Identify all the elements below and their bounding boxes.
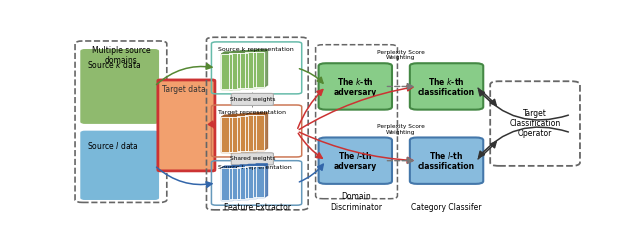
Polygon shape xyxy=(253,164,268,166)
Bar xyxy=(237,53,248,88)
FancyBboxPatch shape xyxy=(410,137,483,184)
Polygon shape xyxy=(237,165,252,167)
Bar xyxy=(245,115,256,151)
Text: The $k$-th
classification: The $k$-th classification xyxy=(418,76,475,97)
Text: Shared weights: Shared weights xyxy=(230,97,275,102)
Bar xyxy=(245,115,256,151)
Bar xyxy=(245,167,256,198)
Text: Target data: Target data xyxy=(162,85,205,94)
Text: Feature Extractor: Feature Extractor xyxy=(224,203,291,212)
Polygon shape xyxy=(245,114,260,115)
Polygon shape xyxy=(240,114,244,152)
FancyBboxPatch shape xyxy=(319,137,392,184)
Bar xyxy=(245,52,256,87)
Polygon shape xyxy=(240,51,244,89)
Bar xyxy=(229,116,240,152)
Polygon shape xyxy=(256,114,260,151)
Polygon shape xyxy=(221,166,236,168)
Polygon shape xyxy=(229,51,244,54)
Polygon shape xyxy=(248,51,252,88)
Text: The $k$-th
adversary: The $k$-th adversary xyxy=(333,76,377,97)
Bar xyxy=(253,52,264,87)
Bar xyxy=(253,115,264,150)
Bar xyxy=(221,117,232,152)
Text: Target representation: Target representation xyxy=(218,110,286,115)
Text: Source $l$ data: Source $l$ data xyxy=(88,140,140,151)
Bar xyxy=(221,168,232,200)
Polygon shape xyxy=(229,166,244,167)
Bar xyxy=(221,54,232,89)
Polygon shape xyxy=(256,50,260,87)
Polygon shape xyxy=(221,115,236,117)
FancyBboxPatch shape xyxy=(319,63,392,110)
FancyBboxPatch shape xyxy=(81,131,158,199)
Text: Category Classifer: Category Classifer xyxy=(412,203,482,212)
Polygon shape xyxy=(232,115,236,152)
Bar xyxy=(229,167,240,199)
Bar xyxy=(253,166,264,197)
Polygon shape xyxy=(253,113,268,115)
Bar xyxy=(237,53,248,88)
Bar xyxy=(237,116,248,151)
Bar xyxy=(229,54,240,89)
Polygon shape xyxy=(248,114,252,151)
Text: Shared weights: Shared weights xyxy=(230,156,275,161)
Bar xyxy=(229,116,240,152)
Text: The $l$-th
adversary: The $l$-th adversary xyxy=(333,150,377,171)
FancyBboxPatch shape xyxy=(231,153,273,165)
FancyBboxPatch shape xyxy=(410,63,483,110)
Bar xyxy=(221,168,232,200)
Bar xyxy=(229,54,240,89)
Polygon shape xyxy=(264,164,268,197)
Text: Domain
Discriminator: Domain Discriminator xyxy=(330,192,383,212)
Bar xyxy=(245,167,256,198)
Bar xyxy=(229,167,240,199)
Polygon shape xyxy=(264,113,268,150)
Polygon shape xyxy=(229,114,244,116)
Polygon shape xyxy=(264,50,268,87)
Bar xyxy=(253,166,264,197)
Bar xyxy=(221,54,232,89)
FancyBboxPatch shape xyxy=(231,94,273,106)
Bar xyxy=(253,52,264,87)
Bar xyxy=(253,115,264,150)
Text: Source l representation: Source l representation xyxy=(218,165,292,170)
Polygon shape xyxy=(237,114,252,116)
Bar xyxy=(237,167,248,199)
Polygon shape xyxy=(253,50,268,52)
Text: Source k representation: Source k representation xyxy=(218,47,294,52)
Text: Source $k$ data: Source $k$ data xyxy=(88,59,141,70)
Polygon shape xyxy=(232,166,236,200)
Polygon shape xyxy=(248,165,252,199)
Polygon shape xyxy=(232,52,236,89)
Bar xyxy=(237,167,248,199)
Text: Multiple source
domains: Multiple source domains xyxy=(92,46,150,65)
Text: Target
Classification
Operator: Target Classification Operator xyxy=(509,109,561,139)
Bar xyxy=(237,116,248,151)
Text: Perplexity Score
Weighting: Perplexity Score Weighting xyxy=(377,124,425,135)
Text: The $l$-th
classification: The $l$-th classification xyxy=(418,150,475,171)
Polygon shape xyxy=(237,51,252,53)
FancyBboxPatch shape xyxy=(158,80,215,171)
Bar xyxy=(221,117,232,152)
Polygon shape xyxy=(221,52,236,54)
Bar xyxy=(245,52,256,87)
Polygon shape xyxy=(256,164,260,198)
Polygon shape xyxy=(245,164,260,167)
FancyBboxPatch shape xyxy=(81,50,158,123)
Polygon shape xyxy=(240,166,244,199)
Polygon shape xyxy=(245,50,260,52)
Text: Perplexity Score
Weighting: Perplexity Score Weighting xyxy=(377,50,425,60)
